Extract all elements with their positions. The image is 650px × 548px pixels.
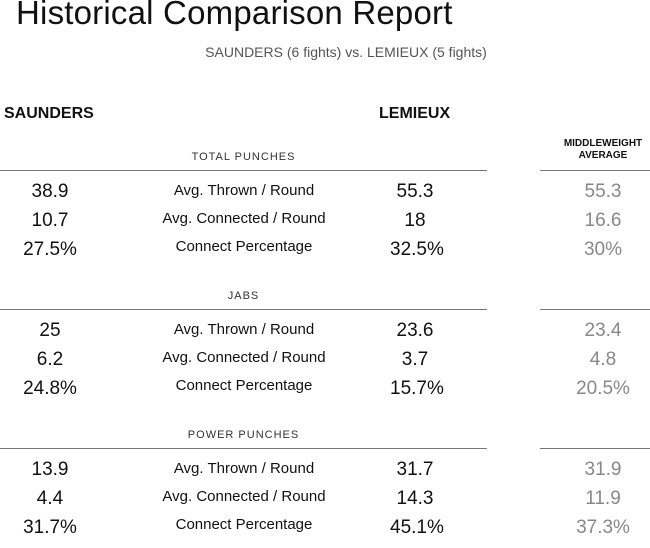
lemieux-value: 14.3 [396, 488, 434, 509]
average-value: 55.3 [584, 181, 622, 202]
row-label: Avg. Connected / Round [162, 488, 326, 505]
row-label: Avg. Thrown / Round [173, 460, 315, 477]
lemieux-value: 15.7% [390, 378, 444, 399]
lemieux-value: 45.1% [390, 517, 444, 538]
row-label: Connect Percentage [175, 238, 313, 255]
row-label: Avg. Thrown / Round [173, 182, 315, 199]
section-title: POWER PUNCHES [187, 429, 300, 441]
report-title: Historical Comparison Report [16, 0, 453, 31]
average-header-line-1: MIDDLEWEIGHT [563, 138, 643, 149]
lemieux-value: 3.7 [401, 349, 429, 370]
saunders-value: 13.9 [31, 459, 69, 480]
lemieux-value: 31.7 [396, 459, 434, 480]
saunders-value: 25 [39, 320, 61, 341]
saunders-value: 27.5% [23, 239, 77, 260]
saunders-value: 10.7 [31, 210, 69, 231]
section-divider-left [0, 170, 487, 171]
average-value: 4.8 [589, 349, 617, 370]
saunders-value: 31.7% [23, 517, 77, 538]
lemieux-value: 55.3 [396, 181, 434, 202]
fighter-right-name: LEMIEUX [379, 105, 451, 122]
average-value: 31.9 [584, 459, 622, 480]
row-label: Avg. Connected / Round [162, 349, 326, 366]
row-label: Connect Percentage [175, 377, 313, 394]
section-divider-left [0, 448, 487, 449]
average-value: 16.6 [584, 210, 622, 231]
average-value: 30% [583, 239, 623, 260]
saunders-value: 4.4 [36, 488, 64, 509]
section-title: TOTAL PUNCHES [191, 151, 296, 163]
saunders-value: 24.8% [23, 378, 77, 399]
average-value: 20.5% [576, 378, 630, 399]
row-label: Avg. Thrown / Round [173, 321, 315, 338]
lemieux-value: 23.6 [396, 320, 434, 341]
average-value: 11.9 [585, 488, 621, 509]
lemieux-value: 18 [404, 210, 426, 231]
row-label: Avg. Connected / Round [162, 210, 326, 227]
section-divider-right [540, 170, 650, 171]
fighter-left-name: SAUNDERS [4, 105, 94, 122]
section-title: JABS [227, 290, 260, 302]
section-divider-left [0, 309, 487, 310]
row-label: Connect Percentage [175, 516, 313, 533]
average-header: MIDDLEWEIGHT AVERAGE [548, 138, 650, 162]
saunders-value: 38.9 [31, 181, 69, 202]
average-value: 37.3% [576, 517, 630, 538]
saunders-value: 6.2 [36, 349, 64, 370]
report-subtitle: SAUNDERS (6 fights) vs. LEMIEUX (5 fight… [205, 44, 487, 60]
average-value: 23.4 [584, 320, 622, 341]
lemieux-value: 32.5% [390, 239, 444, 260]
average-header-line-2: AVERAGE [578, 150, 628, 161]
section-divider-right [540, 309, 650, 310]
section-divider-right [540, 448, 650, 449]
